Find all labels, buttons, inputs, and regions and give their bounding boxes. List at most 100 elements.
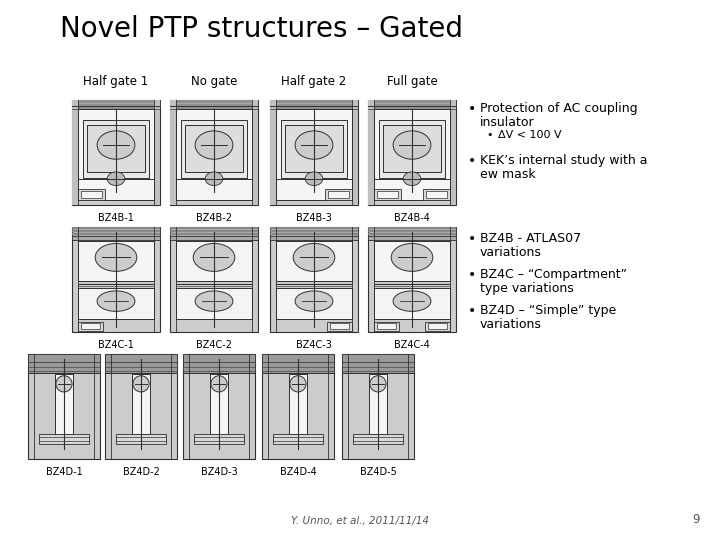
Ellipse shape: [305, 172, 323, 186]
Text: BZ4B-1: BZ4B-1: [98, 213, 134, 223]
Bar: [72, 106, 160, 109]
Text: BZ4C-4: BZ4C-4: [394, 340, 430, 350]
Bar: [270, 100, 276, 205]
Bar: [72, 233, 160, 235]
Bar: [368, 100, 456, 109]
Text: •: •: [468, 102, 476, 116]
Bar: [183, 354, 255, 459]
Bar: [383, 125, 441, 172]
Text: ew mask: ew mask: [480, 168, 536, 181]
Ellipse shape: [133, 376, 149, 392]
Text: Half gate 2: Half gate 2: [282, 75, 346, 88]
Bar: [281, 120, 348, 178]
Bar: [270, 100, 358, 205]
Bar: [276, 110, 352, 200]
Text: BZ4C – “Compartment”: BZ4C – “Compartment”: [480, 268, 627, 281]
Bar: [87, 125, 145, 172]
Ellipse shape: [295, 291, 333, 312]
Bar: [176, 288, 252, 319]
Bar: [368, 233, 456, 235]
Ellipse shape: [295, 131, 333, 159]
Text: BZ4B-3: BZ4B-3: [296, 213, 332, 223]
Bar: [72, 227, 160, 240]
Text: type variations: type variations: [480, 282, 574, 295]
Bar: [132, 374, 150, 434]
Ellipse shape: [97, 291, 135, 312]
Bar: [105, 354, 177, 373]
Text: variations: variations: [480, 246, 542, 259]
Bar: [374, 288, 450, 319]
Bar: [330, 323, 349, 329]
Bar: [426, 191, 447, 198]
Bar: [374, 189, 400, 200]
Bar: [185, 125, 243, 172]
Text: •: •: [468, 232, 476, 246]
Bar: [377, 191, 398, 198]
Bar: [72, 227, 160, 228]
Bar: [270, 230, 358, 232]
Bar: [289, 374, 307, 434]
Bar: [327, 321, 352, 331]
Ellipse shape: [56, 376, 72, 392]
Text: •: •: [468, 304, 476, 318]
Bar: [276, 241, 352, 281]
Text: •: •: [468, 154, 476, 168]
Bar: [183, 354, 255, 373]
Bar: [342, 354, 414, 373]
Bar: [325, 189, 352, 200]
Bar: [368, 104, 456, 107]
Text: •: •: [468, 268, 476, 282]
Text: ΔV < 100 V: ΔV < 100 V: [498, 130, 562, 140]
Bar: [72, 100, 160, 103]
Text: No gate: No gate: [191, 75, 237, 88]
Bar: [39, 434, 89, 444]
Bar: [270, 227, 358, 240]
Bar: [342, 354, 414, 459]
Bar: [252, 100, 258, 205]
Text: BZ4B - ATLAS07: BZ4B - ATLAS07: [480, 232, 581, 245]
Bar: [78, 288, 154, 319]
Bar: [369, 374, 387, 434]
Bar: [270, 233, 358, 235]
Bar: [379, 120, 446, 178]
Ellipse shape: [107, 172, 125, 186]
Bar: [81, 323, 100, 329]
Ellipse shape: [211, 376, 227, 392]
Text: KEK’s internal study with a: KEK’s internal study with a: [480, 154, 652, 167]
Bar: [262, 354, 334, 373]
Bar: [368, 106, 456, 109]
Text: BZ4C-2: BZ4C-2: [196, 340, 232, 350]
Bar: [270, 100, 358, 109]
Bar: [368, 227, 456, 228]
Ellipse shape: [97, 131, 135, 159]
Ellipse shape: [195, 131, 233, 159]
Bar: [368, 227, 456, 240]
Text: BZ4B-4: BZ4B-4: [394, 213, 430, 223]
Ellipse shape: [193, 244, 235, 272]
Bar: [176, 110, 252, 200]
Bar: [72, 100, 160, 205]
Bar: [262, 354, 334, 459]
Ellipse shape: [370, 376, 386, 392]
Bar: [83, 120, 150, 178]
Bar: [285, 125, 343, 172]
Ellipse shape: [393, 131, 431, 159]
Bar: [28, 354, 100, 459]
Ellipse shape: [403, 172, 420, 186]
Bar: [368, 230, 456, 232]
Bar: [28, 354, 100, 373]
Ellipse shape: [195, 291, 233, 312]
Bar: [170, 100, 258, 103]
Text: BZ4D – “Simple” type: BZ4D – “Simple” type: [480, 304, 616, 317]
Text: Protection of AC coupling: Protection of AC coupling: [480, 102, 638, 115]
Text: BZ4C-1: BZ4C-1: [98, 340, 134, 350]
Bar: [368, 227, 456, 332]
Text: BZ4D-2: BZ4D-2: [122, 467, 159, 477]
Bar: [270, 227, 358, 228]
Bar: [450, 100, 456, 205]
Bar: [170, 100, 258, 109]
Bar: [78, 189, 104, 200]
Bar: [428, 323, 447, 329]
Bar: [55, 374, 73, 434]
Text: Half gate 1: Half gate 1: [84, 75, 148, 88]
